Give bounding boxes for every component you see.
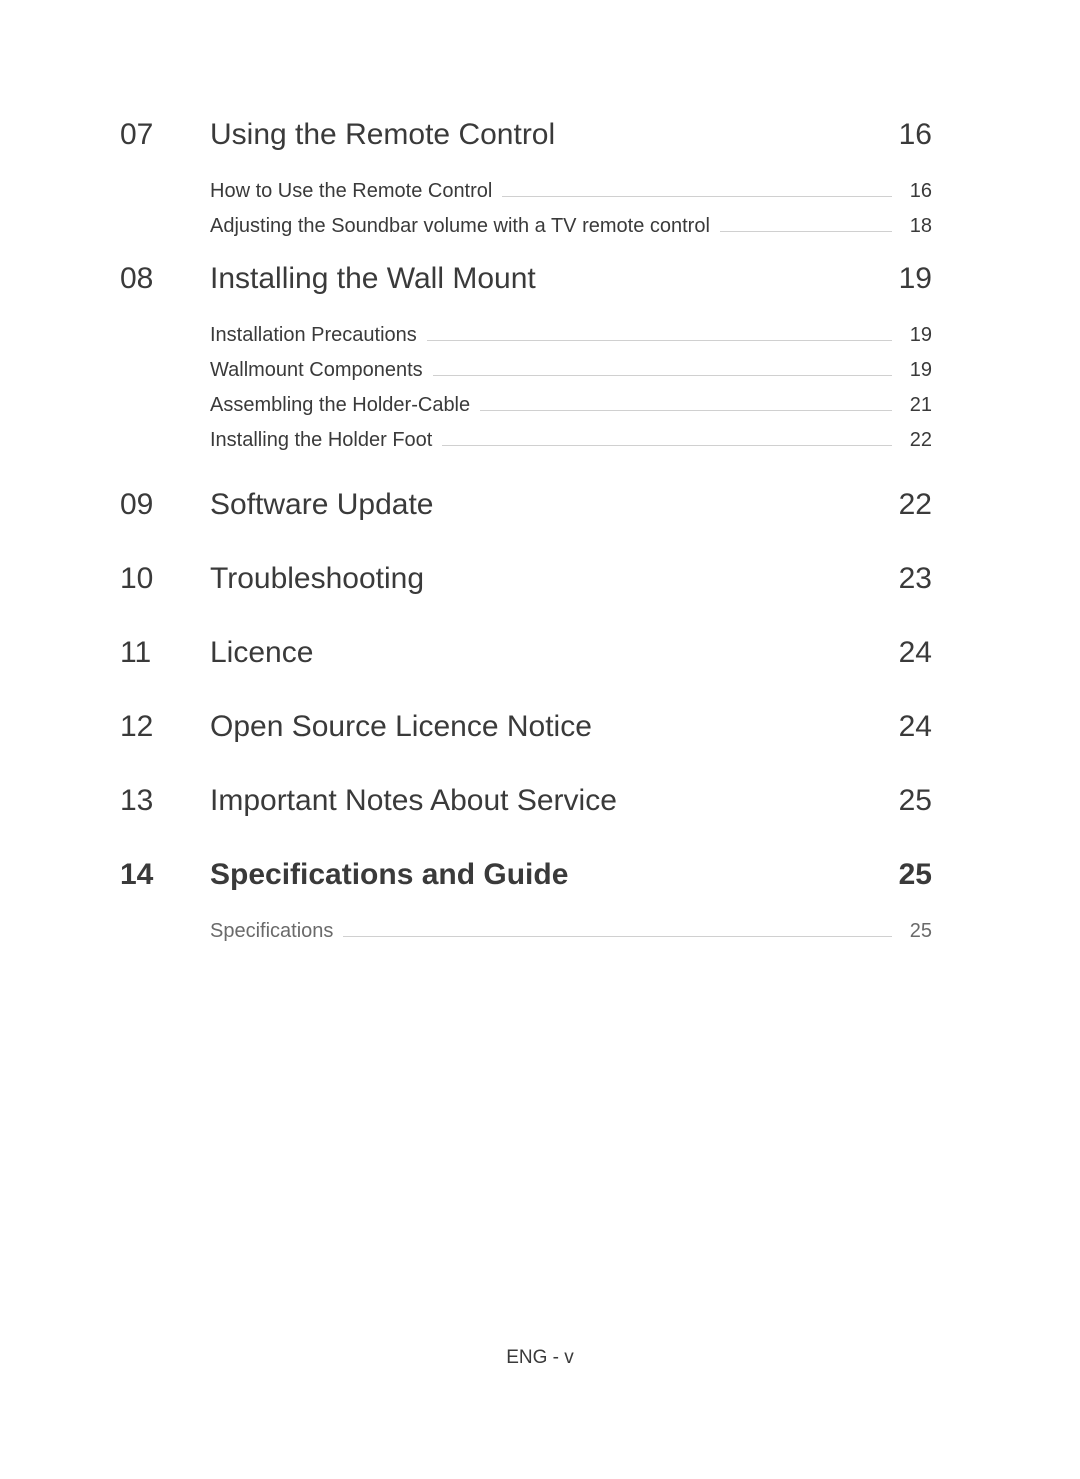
sub-items: How to Use the Remote Control 16 Adjusti… [210, 180, 932, 238]
sub-page: 21 [902, 394, 932, 417]
sub-page: 16 [902, 180, 932, 203]
toc-sub-row: Wallmount Components 19 [210, 359, 932, 382]
section-number: 10 [120, 562, 210, 596]
section-page: 19 [899, 262, 932, 296]
sub-items: Installation Precautions 19 Wallmount Co… [210, 324, 932, 452]
section-number: 12 [120, 710, 210, 744]
sub-page: 19 [902, 324, 932, 347]
sub-label: How to Use the Remote Control [210, 180, 492, 203]
section-page: 25 [899, 784, 932, 818]
toc-section-row: 09 Software Update 22 [120, 488, 932, 522]
section-title: Troubleshooting [210, 562, 899, 596]
sub-label: Assembling the Holder-Cable [210, 394, 470, 417]
toc-section-row: 10 Troubleshooting 23 [120, 562, 932, 596]
section-number: 09 [120, 488, 210, 522]
section-page: 25 [899, 858, 932, 892]
sub-page: 25 [902, 920, 932, 943]
toc-sub-row: Specifications 25 [210, 920, 932, 943]
sub-label: Adjusting the Soundbar volume with a TV … [210, 215, 710, 238]
section-page: 24 [899, 636, 932, 670]
sub-label: Specifications [210, 920, 333, 943]
leader-line [433, 375, 892, 376]
toc-content: 07 Using the Remote Control 16 How to Us… [0, 0, 1080, 943]
section-title: Installing the Wall Mount [210, 262, 899, 296]
toc-section-row: 07 Using the Remote Control 16 [120, 118, 932, 152]
sub-items: Specifications 25 [210, 920, 932, 943]
sub-page: 18 [902, 215, 932, 238]
section-page: 16 [899, 118, 932, 152]
leader-line [442, 445, 892, 446]
leader-line [343, 936, 892, 937]
section-title: Licence [210, 636, 899, 670]
sub-label: Wallmount Components [210, 359, 423, 382]
leader-line [480, 410, 892, 411]
section-title: Open Source Licence Notice [210, 710, 899, 744]
toc-section-row: 14 Specifications and Guide 25 [120, 858, 932, 892]
leader-line [427, 340, 892, 341]
section-number: 08 [120, 262, 210, 296]
page-footer: ENG - v [0, 1347, 1080, 1369]
toc-sub-row: How to Use the Remote Control 16 [210, 180, 932, 203]
sub-page: 22 [902, 429, 932, 452]
section-title: Using the Remote Control [210, 118, 899, 152]
toc-section-row: 13 Important Notes About Service 25 [120, 784, 932, 818]
leader-line [720, 231, 892, 232]
toc-sub-row: Assembling the Holder-Cable 21 [210, 394, 932, 417]
toc-section-row: 11 Licence 24 [120, 636, 932, 670]
section-page: 23 [899, 562, 932, 596]
section-number: 07 [120, 118, 210, 152]
section-title: Software Update [210, 488, 899, 522]
section-title: Specifications and Guide [210, 858, 899, 892]
sub-label: Installation Precautions [210, 324, 417, 347]
sub-page: 19 [902, 359, 932, 382]
section-number: 11 [120, 636, 210, 670]
section-title: Important Notes About Service [210, 784, 899, 818]
section-number: 13 [120, 784, 210, 818]
toc-sub-row: Installing the Holder Foot 22 [210, 429, 932, 452]
toc-sub-row: Installation Precautions 19 [210, 324, 932, 347]
section-page: 22 [899, 488, 932, 522]
toc-section-row: 08 Installing the Wall Mount 19 [120, 262, 932, 296]
sub-label: Installing the Holder Foot [210, 429, 432, 452]
section-page: 24 [899, 710, 932, 744]
section-number: 14 [120, 858, 210, 892]
toc-sub-row: Adjusting the Soundbar volume with a TV … [210, 215, 932, 238]
toc-section-row: 12 Open Source Licence Notice 24 [120, 710, 932, 744]
leader-line [502, 196, 892, 197]
